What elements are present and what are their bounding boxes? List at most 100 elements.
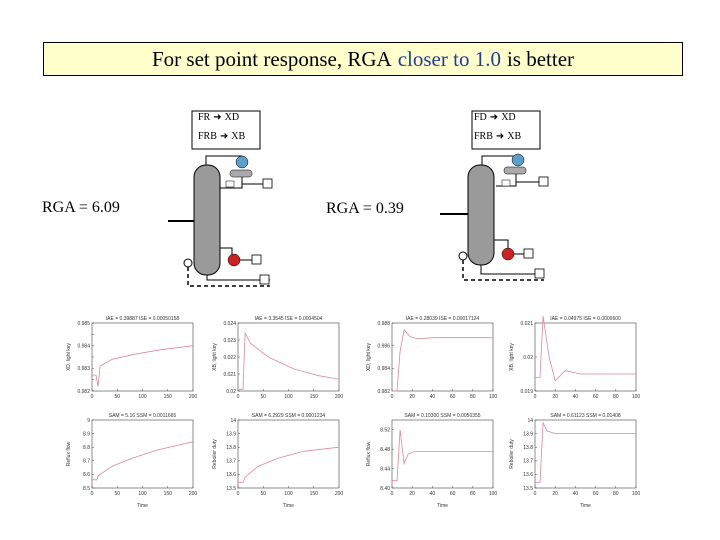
left-level-sensor-icon [183,258,193,268]
left-pairing-1: FR ➜ XD [198,112,239,123]
right-column-diagram [440,110,549,281]
y-tick-label: 8.5 [83,486,90,492]
series-line [535,421,636,483]
x-axis-label: Time [437,503,448,509]
x-tick-label: 200 [335,491,343,497]
x-tick-label: 200 [189,394,197,400]
x-tick-label: 100 [632,491,640,497]
y-tick-label: 13.5 [226,486,236,492]
title-suffix: is better [506,46,575,71]
y-tick-label: 13.6 [523,472,533,478]
left-steam-valve-icon [251,254,262,265]
x-tick-label: 0 [534,491,537,497]
right-arrow-icon: ➜ [489,112,499,123]
x-tick-label: 200 [335,394,343,400]
x-tick-label: 40 [430,394,436,400]
left-distillate-valve-icon [262,178,273,189]
left-reflux-line [220,177,243,189]
right-pairing-2-from: FRB [474,131,493,142]
y-tick-label: 13.5 [523,486,533,492]
y-tick-label: 0.985 [77,321,90,327]
x-tick-label: 20 [552,394,558,400]
left-pairing-1-to: XD [224,112,240,123]
x-tick-label: 50 [114,491,120,497]
plot-title: SAM = 0.61123 SSM = 0.01408 [550,413,620,419]
right-bottoms-line [480,265,544,275]
x-tick-label: 150 [310,491,319,497]
left-pairing-box [191,110,261,150]
left-reflux-drum-icon [229,169,253,178]
left-pairing-2-to: XB [231,131,246,142]
plot-frame [534,419,637,489]
x-tick-label: 80 [470,491,476,497]
right-pairing-2-to: XB [507,131,522,142]
y-tick-label: 8.40 [380,486,390,492]
right-rga-label: RGA = 0.39 [326,200,404,217]
x-tick-label: 60 [593,491,599,497]
right-distillate-valve-icon [538,176,549,187]
y-tick-label: 13.6 [226,472,236,478]
x-tick-label: 80 [470,394,476,400]
y-tick-label: 0.024 [223,321,236,327]
x-tick-label: 40 [573,491,579,497]
right-condenser-icon [511,153,525,167]
series-line [238,446,340,483]
y-tick-label: 0.023 [223,338,236,344]
y-tick-label: 8.48 [380,447,390,453]
left-pairing-2: FRB ➜ XB [198,131,245,142]
y-tick-label: 0.019 [520,389,533,395]
x-tick-label: 40 [430,491,436,497]
right-pairing-1-from: FD [474,112,487,123]
x-tick-label: 40 [573,394,579,400]
x-tick-label: 0 [391,491,394,497]
plot-title: IAE = 0.28039 ISE = 0.00017124 [406,316,480,322]
right-bottoms-valve-icon [534,268,545,279]
y-tick-label: 13.8 [226,445,236,451]
x-tick-label: 20 [552,491,558,497]
x-tick-label: 100 [138,394,147,400]
plot-title: SAM = 0.10300 SSM = 0.0050355 [404,413,480,419]
x-tick-label: 150 [164,491,173,497]
right-reboiler-valve-icon [501,247,515,261]
y-tick-label: 13.7 [226,459,236,465]
x-tick-label: 100 [284,394,293,400]
y-axis-label: XB, light key [212,343,218,371]
x-tick-label: 80 [613,491,619,497]
x-tick-label: 150 [310,394,319,400]
right-pairing-2: FRB ➜ XB [474,131,521,142]
plot-frame [91,419,194,489]
right-steam-valve-icon [523,248,534,259]
y-axis-label: XD, light key [66,342,72,371]
y-tick-label: 8.9 [83,431,90,437]
y-tick-label: 14 [230,418,236,424]
left-reboiler-valve-icon [227,253,241,267]
x-tick-label: 50 [260,491,266,497]
right-pairing-box [471,110,541,150]
plot-frame [391,419,494,489]
plot-title: IAE = 3.3545 ISE = 0.0004504 [255,316,323,322]
right-arrow-icon: ➜ [213,112,222,123]
y-tick-label: 0.02 [523,355,533,361]
right-pairing-1: FD ➜ XD [474,112,516,123]
y-tick-label: 8.44 [380,466,390,472]
x-tick-label: 60 [593,394,599,400]
x-tick-label: 0 [237,491,240,497]
plot-frame [237,322,340,392]
left-column-shell [193,164,221,276]
plot-title: IAE = 0.04975 ISE = 0.0000600 [550,316,621,322]
right-arrow-icon: ➜ [219,131,229,142]
y-axis-label: Reflux flow [366,441,372,466]
slide-title: For set point response, RGA closer to 1.… [43,42,683,76]
x-tick-label: 60 [450,491,456,497]
y-tick-label: 0.022 [223,355,236,361]
plot-right-bottom-left: SAM = 0.10300 SSM = 0.0050355 8.40 8.44 8.4… [362,410,497,510]
x-axis-label: Time [283,503,294,509]
left-level-control-line [187,267,270,287]
x-axis-label: Time [137,503,148,509]
x-tick-label: 100 [138,491,147,497]
series-line [392,429,493,482]
series-line [92,345,194,387]
title-prefix: For set point response, RGA [151,46,392,71]
y-tick-label: 0.986 [377,343,390,349]
y-tick-label: 0.02 [226,389,236,395]
